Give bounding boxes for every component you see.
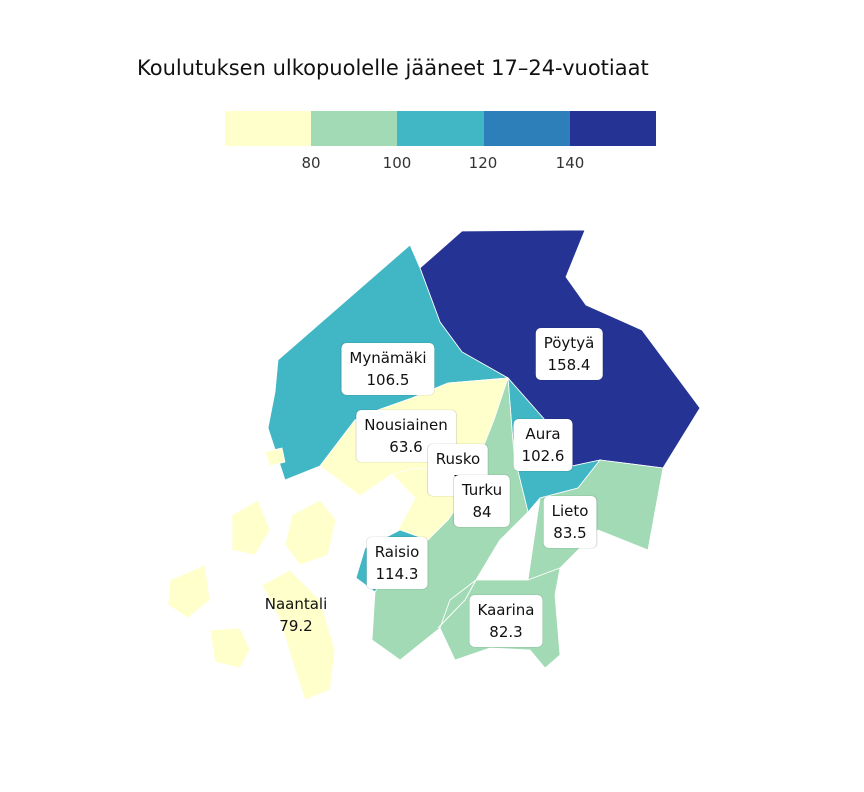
municipality-value: 158.4 [547,356,591,374]
municipality-value: 84 [472,503,492,521]
municipality-name: Rusko [435,450,481,468]
label-mynamaki: Mynämäki 106.5 [341,343,435,395]
legend-swatch-3 [397,111,484,146]
legend-tick: 100 [382,154,412,172]
municipality-value: 79.2 [279,617,313,635]
legend-swatch-2 [311,111,398,146]
municipality-value: 114.3 [375,565,419,583]
boundary-lines [437,512,529,629]
municipality-name: Mynämäki [349,349,427,367]
municipality-value: 63.6 [389,438,423,456]
label-turku: Turku 84 [453,475,511,527]
label-poytya: Pöytyä 158.4 [535,328,603,380]
legend-tick: 140 [555,154,585,172]
label-lieto: Lieto 83.5 [543,496,597,548]
municipality-name: Nousiainen [364,416,448,434]
municipality-name: Pöytyä [543,334,595,352]
municipality-value: 83.5 [553,524,587,542]
label-aura: Aura 102.6 [513,419,573,471]
legend-swatch-5 [569,111,657,146]
municipality-name: Kaarina [477,601,535,619]
municipality-value: 102.6 [521,447,565,465]
legend-tick: 120 [468,154,498,172]
municipality-name: Naantali [264,595,328,613]
municipality-value: 106.5 [366,371,410,389]
municipality-name: Turku [461,481,503,499]
municipality-value: 82.3 [489,623,523,641]
label-raisio: Raisio 114.3 [366,537,428,589]
label-naantali: Naantali 79.2 [257,589,336,641]
label-kaarina: Kaarina 82.3 [469,595,543,647]
municipality-name: Raisio [374,543,420,561]
color-legend [225,111,657,146]
map-title: Koulutuksen ulkopuolelle jääneet 17–24-v… [137,56,649,80]
region-turku[interactable] [371,377,529,661]
legend-swatch-1 [225,111,312,146]
municipality-name: Aura [525,425,561,443]
region-naantali[interactable] [167,447,337,701]
municipality-name: Lieto [551,502,589,520]
label-nousiainen: Nousiainen 63.6 [356,410,456,462]
legend-swatch-4 [483,111,570,146]
legend-tick: 80 [301,154,321,172]
